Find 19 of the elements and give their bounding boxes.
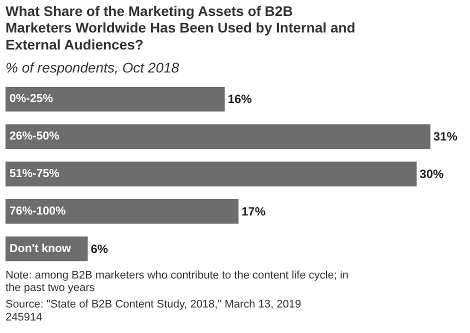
y-tick-label: 0%-25% bbox=[10, 93, 53, 106]
chart-subtitle: % of respondents, Oct 2018 bbox=[6, 60, 180, 76]
y-tick-label: 26%-50% bbox=[10, 130, 60, 143]
y-tick-label: 76%-100% bbox=[10, 205, 66, 218]
bar bbox=[6, 199, 238, 224]
y-tick-label: 51%-75% bbox=[10, 168, 60, 180]
data-label: 31% bbox=[433, 130, 458, 144]
data-label: 30% bbox=[420, 167, 444, 181]
y-tick-label: Don't know bbox=[10, 242, 72, 255]
data-label: 17% bbox=[242, 204, 266, 218]
text: Note: among B2B marketers who contribute to the content life cycle; in the past two years bbox=[6, 270, 349, 294]
source-note: Source: "State of B2B Content Study, 2018," March 13, 2019 bbox=[6, 298, 302, 310]
chart-title: What Share of the Marketing Assets of B2B Marketers Worldwide Has Been Used by Internal and External Audiences? bbox=[6, 2, 356, 52]
data-label: 16% bbox=[228, 92, 252, 106]
bar bbox=[6, 162, 417, 186]
data-label: 6% bbox=[90, 242, 108, 256]
bar bbox=[6, 124, 430, 149]
bar bbox=[6, 86, 225, 112]
text: 245914 bbox=[6, 312, 42, 324]
